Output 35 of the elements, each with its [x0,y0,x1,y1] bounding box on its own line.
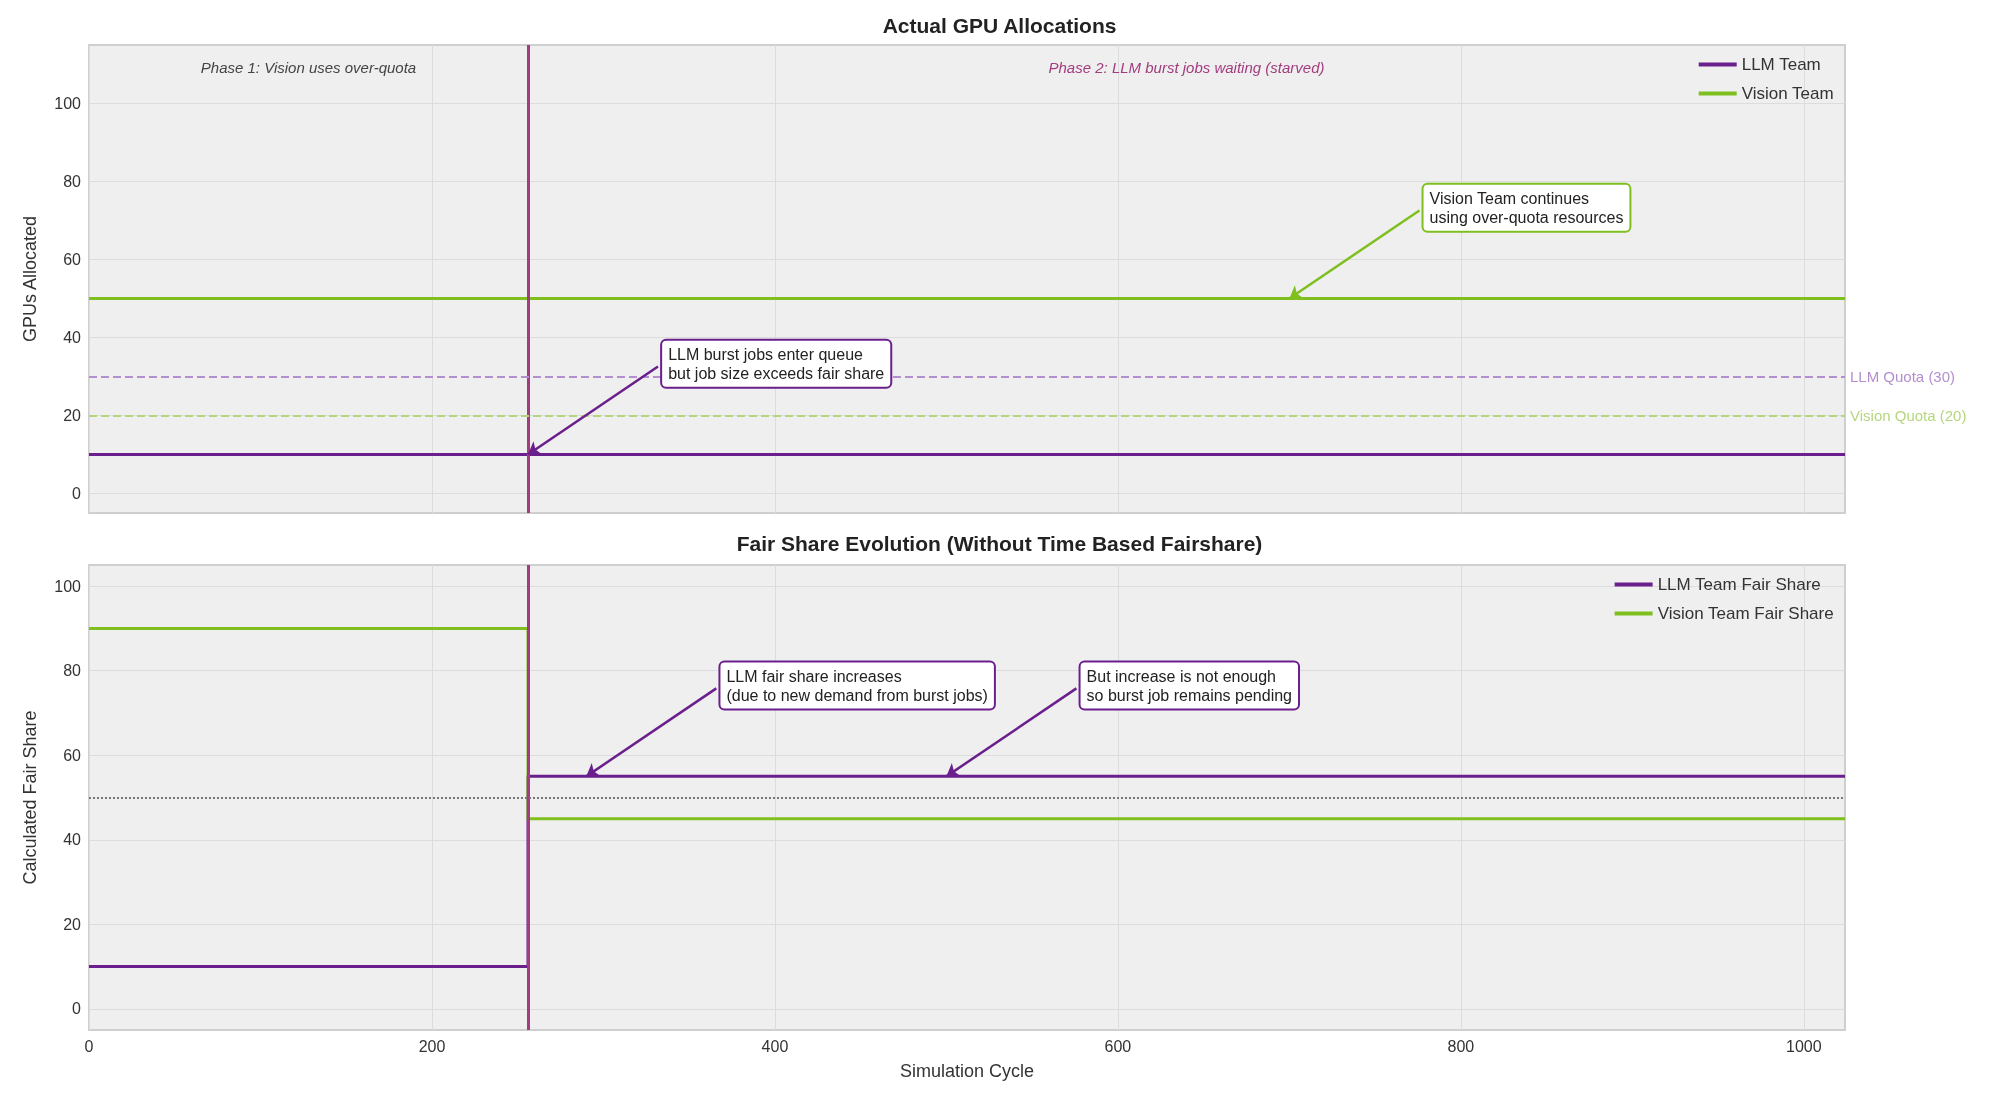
chart-title: Fair Share Evolution (Without Time Based Fairshare) [736,532,1263,555]
y-axis-title: Calculated Fair Share [20,710,40,885]
y-axis-title: GPUs Allocated [20,215,40,343]
x-tick-label: 600 [1104,1037,1132,1055]
y-tick-label: 20 [63,407,82,424]
ref-line-label: LLM Quota (30) [1850,368,1956,385]
x-tick-label: 200 [418,1037,446,1055]
y-tick-label: 60 [63,746,82,764]
y-tick-label: 80 [63,173,82,190]
annotation: Vision Team continues using over-quota resources [1429,189,1624,226]
annotation: Phase 2: LLM burst jobs waiting (starved) [1048,58,1325,76]
x-tick-label: 800 [1447,1037,1475,1055]
legend-label: Vision Team Fair Share [1657,604,1834,623]
chart-title: Actual GPU Allocations [882,14,1117,37]
y-tick-label: 100 [54,577,82,595]
y-tick-label: 40 [63,831,82,849]
y-tick-label: 100 [54,95,82,112]
x-tick-label: 1000 [1786,1037,1822,1055]
y-tick-label: 80 [63,662,82,680]
ref-line-label: Vision Quota (20) [1850,407,1967,424]
y-tick-label: 0 [72,1000,82,1018]
x-tick-label: 0 [84,1037,94,1055]
annotation: Phase 1: Vision uses over-quota [200,58,417,76]
legend-label: LLM Team [1741,55,1821,74]
y-tick-label: 40 [63,329,82,346]
x-axis-title: Simulation Cycle [899,1061,1035,1081]
x-tick-label: 400 [761,1037,789,1055]
legend-label: LLM Team Fair Share [1657,575,1821,594]
annotation: LLM burst jobs enter queue but job size exceeds fair share [668,345,885,382]
annotation: LLM fair share increases (due to new demand from burst jobs) [726,667,988,704]
y-tick-label: 0 [72,485,82,502]
y-tick-label: 60 [63,251,82,268]
legend-label: Vision Team [1741,84,1834,103]
y-tick-label: 20 [63,915,82,933]
annotation: But increase is not enough so burst job remains pending [1086,667,1293,704]
